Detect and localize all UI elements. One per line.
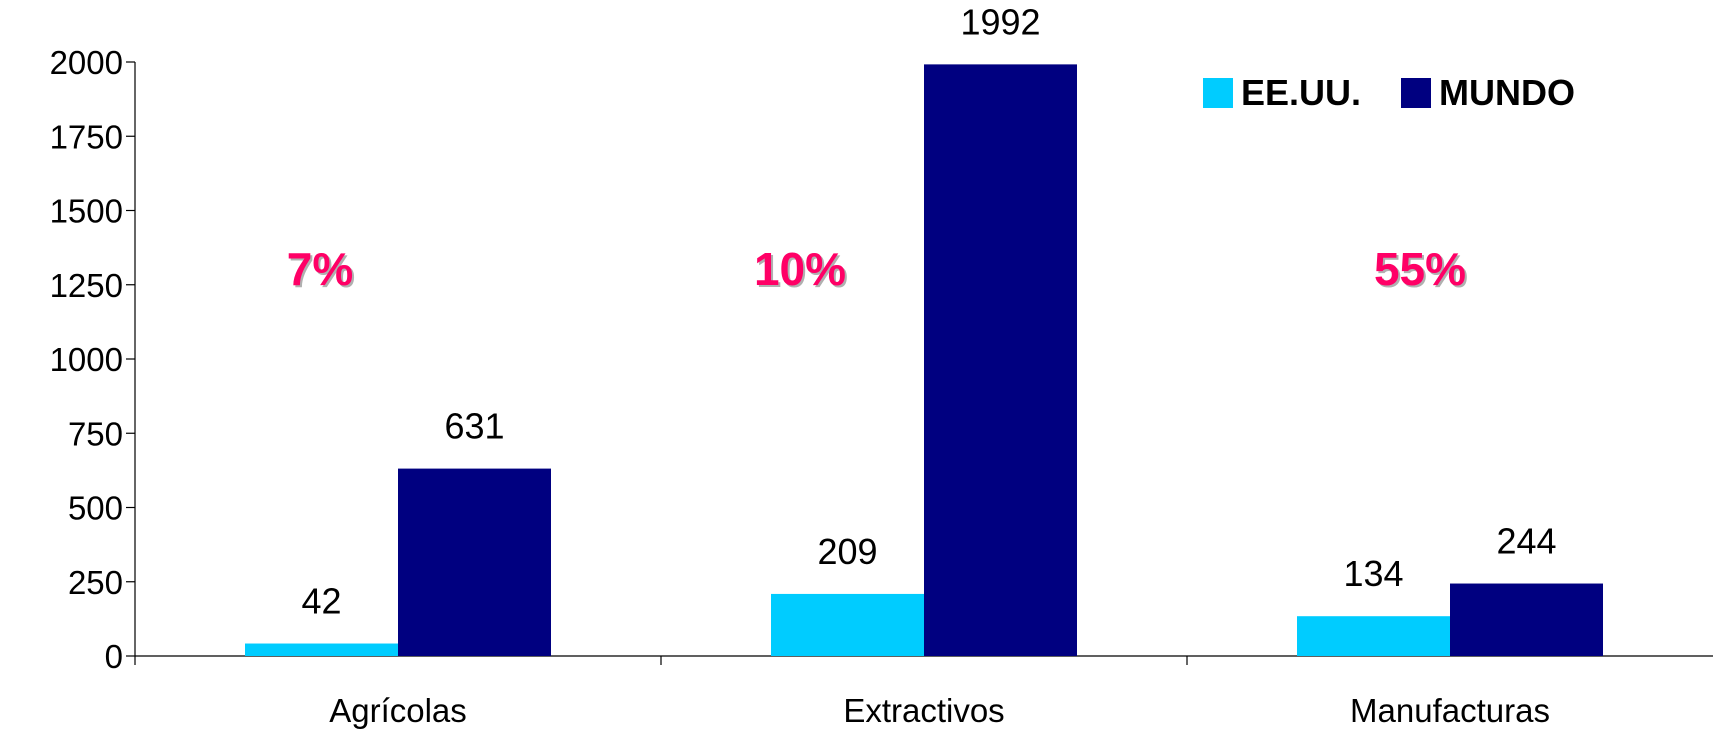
bar-mundo <box>1450 583 1603 656</box>
y-tick-label: 1500 <box>50 193 123 230</box>
y-tick-label: 500 <box>68 490 123 527</box>
y-tick-label: 1250 <box>50 267 123 304</box>
y-tick-label: 750 <box>68 415 123 452</box>
legend-label: EE.UU. <box>1241 72 1361 113</box>
data-label: 244 <box>1496 521 1556 562</box>
bar-mundo <box>398 468 551 656</box>
percent-annotation: 7% <box>287 243 353 295</box>
bar-eeuu <box>245 643 398 656</box>
y-tick-label: 1750 <box>50 118 123 155</box>
bar-mundo <box>924 64 1077 657</box>
legend-swatch <box>1203 78 1233 108</box>
y-tick-label: 2000 <box>50 44 123 81</box>
bar-eeuu <box>771 593 924 656</box>
data-label: 134 <box>1343 553 1403 594</box>
bar-eeuu <box>1297 616 1450 656</box>
x-tick-label: Manufacturas <box>1350 692 1550 729</box>
percent-annotation-shadow: 7% <box>289 245 355 297</box>
y-tick-label: 1000 <box>50 341 123 378</box>
axes: 0 250 500 750 1000 1250 1500 1750 2000 <box>50 44 1713 675</box>
x-tick-label: Agrícolas <box>329 692 467 729</box>
percent-annotation-shadow: 55% <box>1376 245 1468 297</box>
data-label: 1992 <box>960 1 1040 42</box>
data-label: 209 <box>817 531 877 572</box>
legend-swatch <box>1401 78 1431 108</box>
data-label: 631 <box>444 406 504 447</box>
y-tick-label: 250 <box>68 564 123 601</box>
x-tick-label: Extractivos <box>843 692 1004 729</box>
legend-label: MUNDO <box>1439 72 1575 113</box>
bars <box>245 64 1603 657</box>
labels: Agrícolas426317%7%Extractivos209199210%1… <box>287 1 1557 729</box>
y-tick-label: 0 <box>105 638 123 675</box>
data-label: 42 <box>301 581 341 622</box>
percent-annotation-shadow: 10% <box>756 245 848 297</box>
legend: EE.UU. MUNDO <box>1203 72 1575 113</box>
percent-annotation: 55% <box>1374 243 1466 295</box>
percent-annotation: 10% <box>754 243 846 295</box>
